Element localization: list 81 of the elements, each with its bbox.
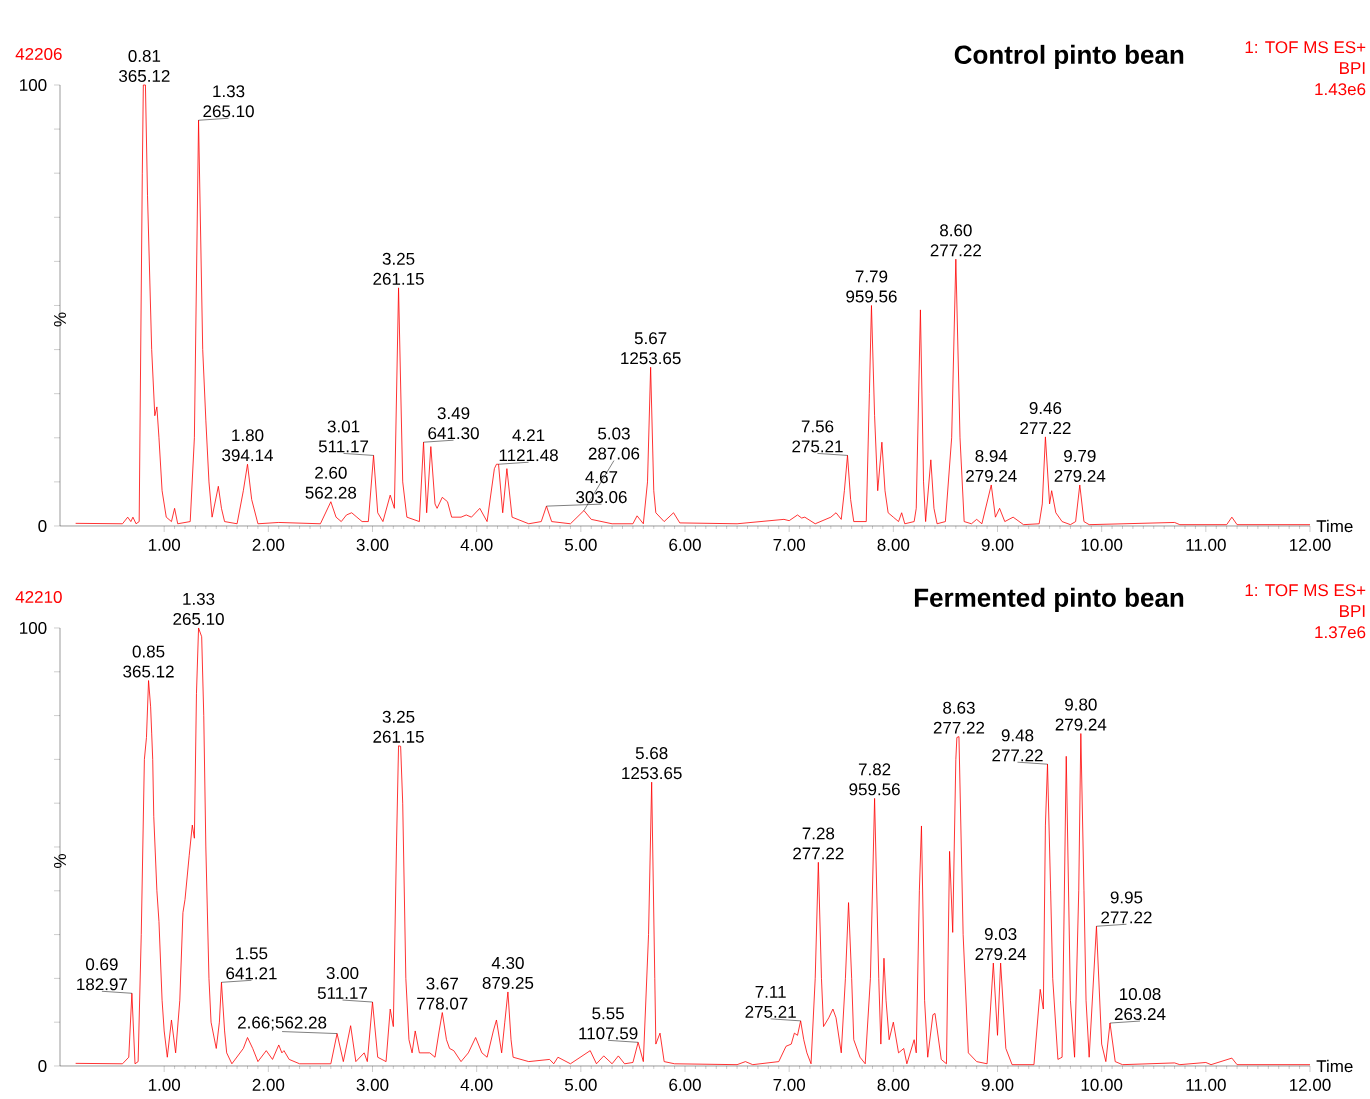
x-tick-label: 4.00 bbox=[460, 538, 493, 551]
y-tick-label: 100 bbox=[20, 78, 47, 92]
x-tick-label: 8.00 bbox=[877, 538, 910, 551]
x-tick-label: 6.00 bbox=[669, 538, 701, 551]
annotation: 3.01 511.17 bbox=[318, 420, 369, 453]
annotation: 4.21 1121.48 bbox=[499, 429, 558, 462]
line-series bbox=[75, 627, 1311, 1066]
text: 1.43e6 bbox=[1315, 83, 1366, 96]
annotation: 1.80 394.14 bbox=[222, 429, 273, 462]
annotation: 0.69 182.97 bbox=[77, 958, 128, 991]
annotation: 10.08 263.24 bbox=[1114, 988, 1166, 1021]
text: BPI bbox=[1340, 605, 1365, 617]
x-tick-label: 11.00 bbox=[1186, 538, 1226, 551]
annotation: 9.46 277.22 bbox=[1020, 402, 1071, 434]
chart-subtitle: 42206 bbox=[15, 47, 62, 61]
annotation: 0.85 365.12 bbox=[123, 645, 174, 678]
annotation: 2.60 562.28 bbox=[305, 466, 357, 499]
annotation: 8.94 279.24 bbox=[966, 449, 1017, 482]
annotation: 3.67 778.07 bbox=[417, 977, 468, 1010]
text: BPI bbox=[1340, 62, 1365, 74]
annotation: 4.30 879.25 bbox=[482, 956, 534, 989]
annotation: 7.28 277.22 bbox=[793, 827, 844, 860]
text: 1: TOF MS ES+ bbox=[1245, 584, 1366, 597]
annotation: 5.68 1253.65 bbox=[622, 747, 682, 780]
x-tick-label: 9.00 bbox=[981, 538, 1014, 551]
annotation: 5.03 287.06 bbox=[588, 427, 640, 460]
annotation: 1.33 265.10 bbox=[173, 592, 224, 625]
x-tick-label: 1.00 bbox=[148, 1078, 181, 1091]
x-tick-label: 11.00 bbox=[1186, 1078, 1226, 1091]
y-tick-label: 100 bbox=[20, 621, 47, 635]
annotation: 9.48 277.22 bbox=[992, 729, 1043, 762]
chart-title: Control pinto bean bbox=[954, 44, 1184, 70]
annotation: 7.79 959.56 bbox=[846, 270, 897, 303]
line-series bbox=[75, 84, 1311, 526]
annotation: 4.67 303.06 bbox=[576, 471, 627, 504]
x-tick-label: 1.00 bbox=[148, 538, 181, 551]
x-tick-label: 8.00 bbox=[877, 1078, 910, 1091]
text: 1: TOF MS ES+ bbox=[1245, 41, 1366, 54]
y-tick-label: 0 bbox=[38, 1059, 47, 1073]
x-tick-label: 10.00 bbox=[1081, 1078, 1123, 1091]
annotation: 5.67 1253.65 bbox=[621, 332, 681, 365]
x-tick-label: 6.00 bbox=[669, 1078, 701, 1091]
y-tick-label: 0 bbox=[38, 519, 47, 533]
annotation: 1.33 265.10 bbox=[203, 85, 254, 118]
annotation: 7.11 275.21 bbox=[745, 986, 796, 1018]
annotation: 7.56 275.21 bbox=[792, 420, 843, 453]
x-tick-label: 3.00 bbox=[356, 1078, 389, 1091]
x-tick-label: 10.00 bbox=[1081, 538, 1123, 551]
text: 1.37e6 bbox=[1315, 626, 1366, 639]
x-tick-label: 2.00 bbox=[252, 1078, 285, 1091]
annotation: 0.81 365.12 bbox=[119, 49, 170, 82]
annotation: 5.55 1107.59 bbox=[579, 1007, 638, 1040]
x-tick-label: 12.00 bbox=[1290, 538, 1331, 551]
annotation: 7.82 959.56 bbox=[849, 763, 900, 796]
annotation: 9.79 279.24 bbox=[1054, 449, 1106, 482]
x-tick-label: 7.00 bbox=[773, 1078, 806, 1091]
annotation: 3.25 261.15 bbox=[373, 252, 424, 285]
x-tick-label: 4.00 bbox=[460, 1078, 493, 1091]
x-tick-label: 5.00 bbox=[564, 538, 597, 551]
annotation: 8.63 277.22 bbox=[933, 701, 985, 734]
x-axis-title: Time bbox=[1316, 519, 1353, 533]
annotation: 3.25 261.15 bbox=[373, 710, 424, 743]
y-axis-title: % bbox=[54, 854, 66, 868]
x-tick-label: 2.00 bbox=[252, 538, 285, 551]
x-axis-title: Time bbox=[1316, 1059, 1353, 1073]
annotation: 9.03 279.24 bbox=[975, 928, 1027, 961]
annotation: 1.55 641.21 bbox=[226, 947, 277, 980]
x-tick-label: 5.00 bbox=[564, 1078, 597, 1091]
y-axis-title: % bbox=[54, 312, 66, 327]
x-tick-label: 12.00 bbox=[1290, 1078, 1331, 1091]
chart-subtitle: 42210 bbox=[15, 590, 62, 604]
annotation: 3.00 511.17 bbox=[317, 967, 368, 1000]
x-tick-label: 3.00 bbox=[356, 538, 389, 551]
x-tick-label: 7.00 bbox=[773, 538, 806, 551]
annotation: 3.49 641.30 bbox=[428, 407, 479, 440]
annotation: 2.66;562.28 bbox=[238, 1016, 327, 1031]
annotation: 9.80 279.24 bbox=[1055, 698, 1107, 731]
annotation: 8.60 277.22 bbox=[930, 224, 981, 257]
annotation: 9.95 277.22 bbox=[1101, 891, 1152, 924]
x-tick-label: 9.00 bbox=[981, 1078, 1014, 1091]
chart-title: Fermented pinto bean bbox=[914, 587, 1184, 613]
